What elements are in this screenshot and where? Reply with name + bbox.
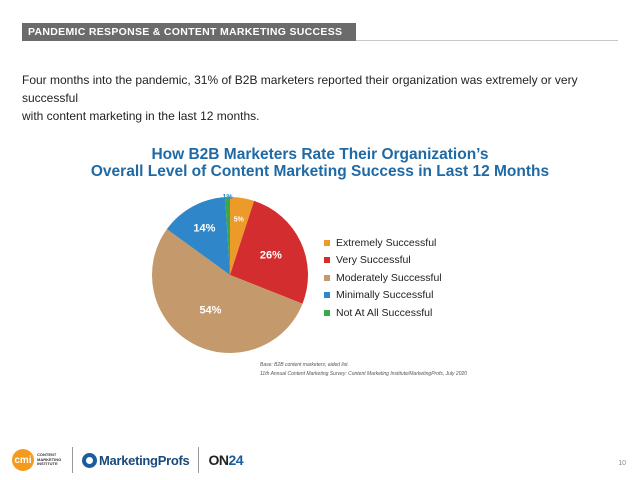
on24-prefix: ON — [208, 452, 229, 468]
pie-label-extremely-successful: 5% — [234, 216, 245, 223]
legend-label: Not At All Successful — [336, 306, 433, 319]
legend-swatch — [324, 257, 330, 264]
legend-item: Minimally Successful — [324, 287, 442, 305]
legend-item: Moderately Successful — [324, 269, 442, 287]
pie-slice-very-successful — [230, 200, 308, 304]
pie-label-very-successful: 26% — [260, 250, 282, 262]
pie-slice-moderately-successful — [151, 229, 303, 354]
legend-swatch — [324, 274, 330, 281]
cmi-wordmark: CONTENT MARKETING INSTITUTE — [37, 452, 62, 467]
marketingprofs-wordmark: MarketingProfs — [99, 452, 190, 468]
source-note: Base: B2B content marketers; aided list.… — [260, 361, 467, 379]
pie-chart: 5% 26% 54% 14% 1% — [151, 194, 308, 354]
legend-swatch — [324, 292, 330, 299]
logo-divider — [72, 447, 73, 473]
pie-slice-not-at-all-successful — [225, 197, 230, 275]
logo-divider — [198, 447, 200, 473]
chart-title-line-1: How B2B Marketers Rate Their Organizatio… — [151, 146, 489, 163]
intro-line-2: with content marketing in the last 12 mo… — [22, 109, 260, 123]
legend-label: Very Successful — [336, 254, 411, 267]
chart-title: How B2B Marketers Rate Their Organizatio… — [0, 146, 640, 180]
pie-label-minimally-successful: 14% — [193, 222, 215, 234]
pie-slice-minimally-successful — [166, 197, 230, 275]
page-number: 10 — [618, 460, 626, 467]
chart-title-line-2: Overall Level of Content Marketing Succe… — [90, 163, 550, 180]
intro-line-1: Four months into the pandemic, 31% of B2… — [22, 73, 578, 105]
footer-logos: cmi CONTENT MARKETING INSTITUTE Marketin… — [12, 446, 244, 474]
legend-swatch — [324, 239, 330, 246]
cmi-logo: cmi CONTENT MARKETING INSTITUTE — [12, 449, 63, 471]
legend-swatch — [324, 309, 330, 316]
chart-legend: Extremely Successful Very Successful Moder… — [324, 234, 442, 322]
section-header: PANDEMIC RESPONSE & CONTENT MARKETING SU… — [22, 23, 356, 41]
pie-label-moderately-successful: 54% — [199, 304, 221, 316]
legend-item: Extremely Successful — [324, 234, 442, 252]
legend-item: Very Successful — [324, 252, 442, 270]
on24-logo: ON24 — [208, 452, 243, 468]
pie-slice-extremely-successful — [230, 197, 255, 275]
section-rule — [356, 40, 618, 41]
source-base: Base: B2B content marketers; aided list. — [260, 362, 349, 368]
source-citation: 11th Annual Content Marketing Survey: Co… — [260, 371, 468, 377]
pie-label-not-at-all-successful: 1% — [222, 194, 233, 201]
on24-suffix: 24 — [228, 452, 244, 468]
intro-paragraph: Four months into the pandemic, 31% of B2… — [22, 71, 622, 125]
legend-label: Moderately Successful — [336, 271, 442, 284]
marketingprofs-mark-icon — [82, 452, 97, 468]
legend-label: Minimally Successful — [336, 289, 434, 302]
marketingprofs-logo: MarketingProfs — [82, 452, 190, 468]
cmi-badge-icon: cmi — [12, 449, 34, 471]
legend-label: Extremely Successful — [336, 236, 437, 249]
legend-item: Not At All Successful — [324, 304, 442, 322]
